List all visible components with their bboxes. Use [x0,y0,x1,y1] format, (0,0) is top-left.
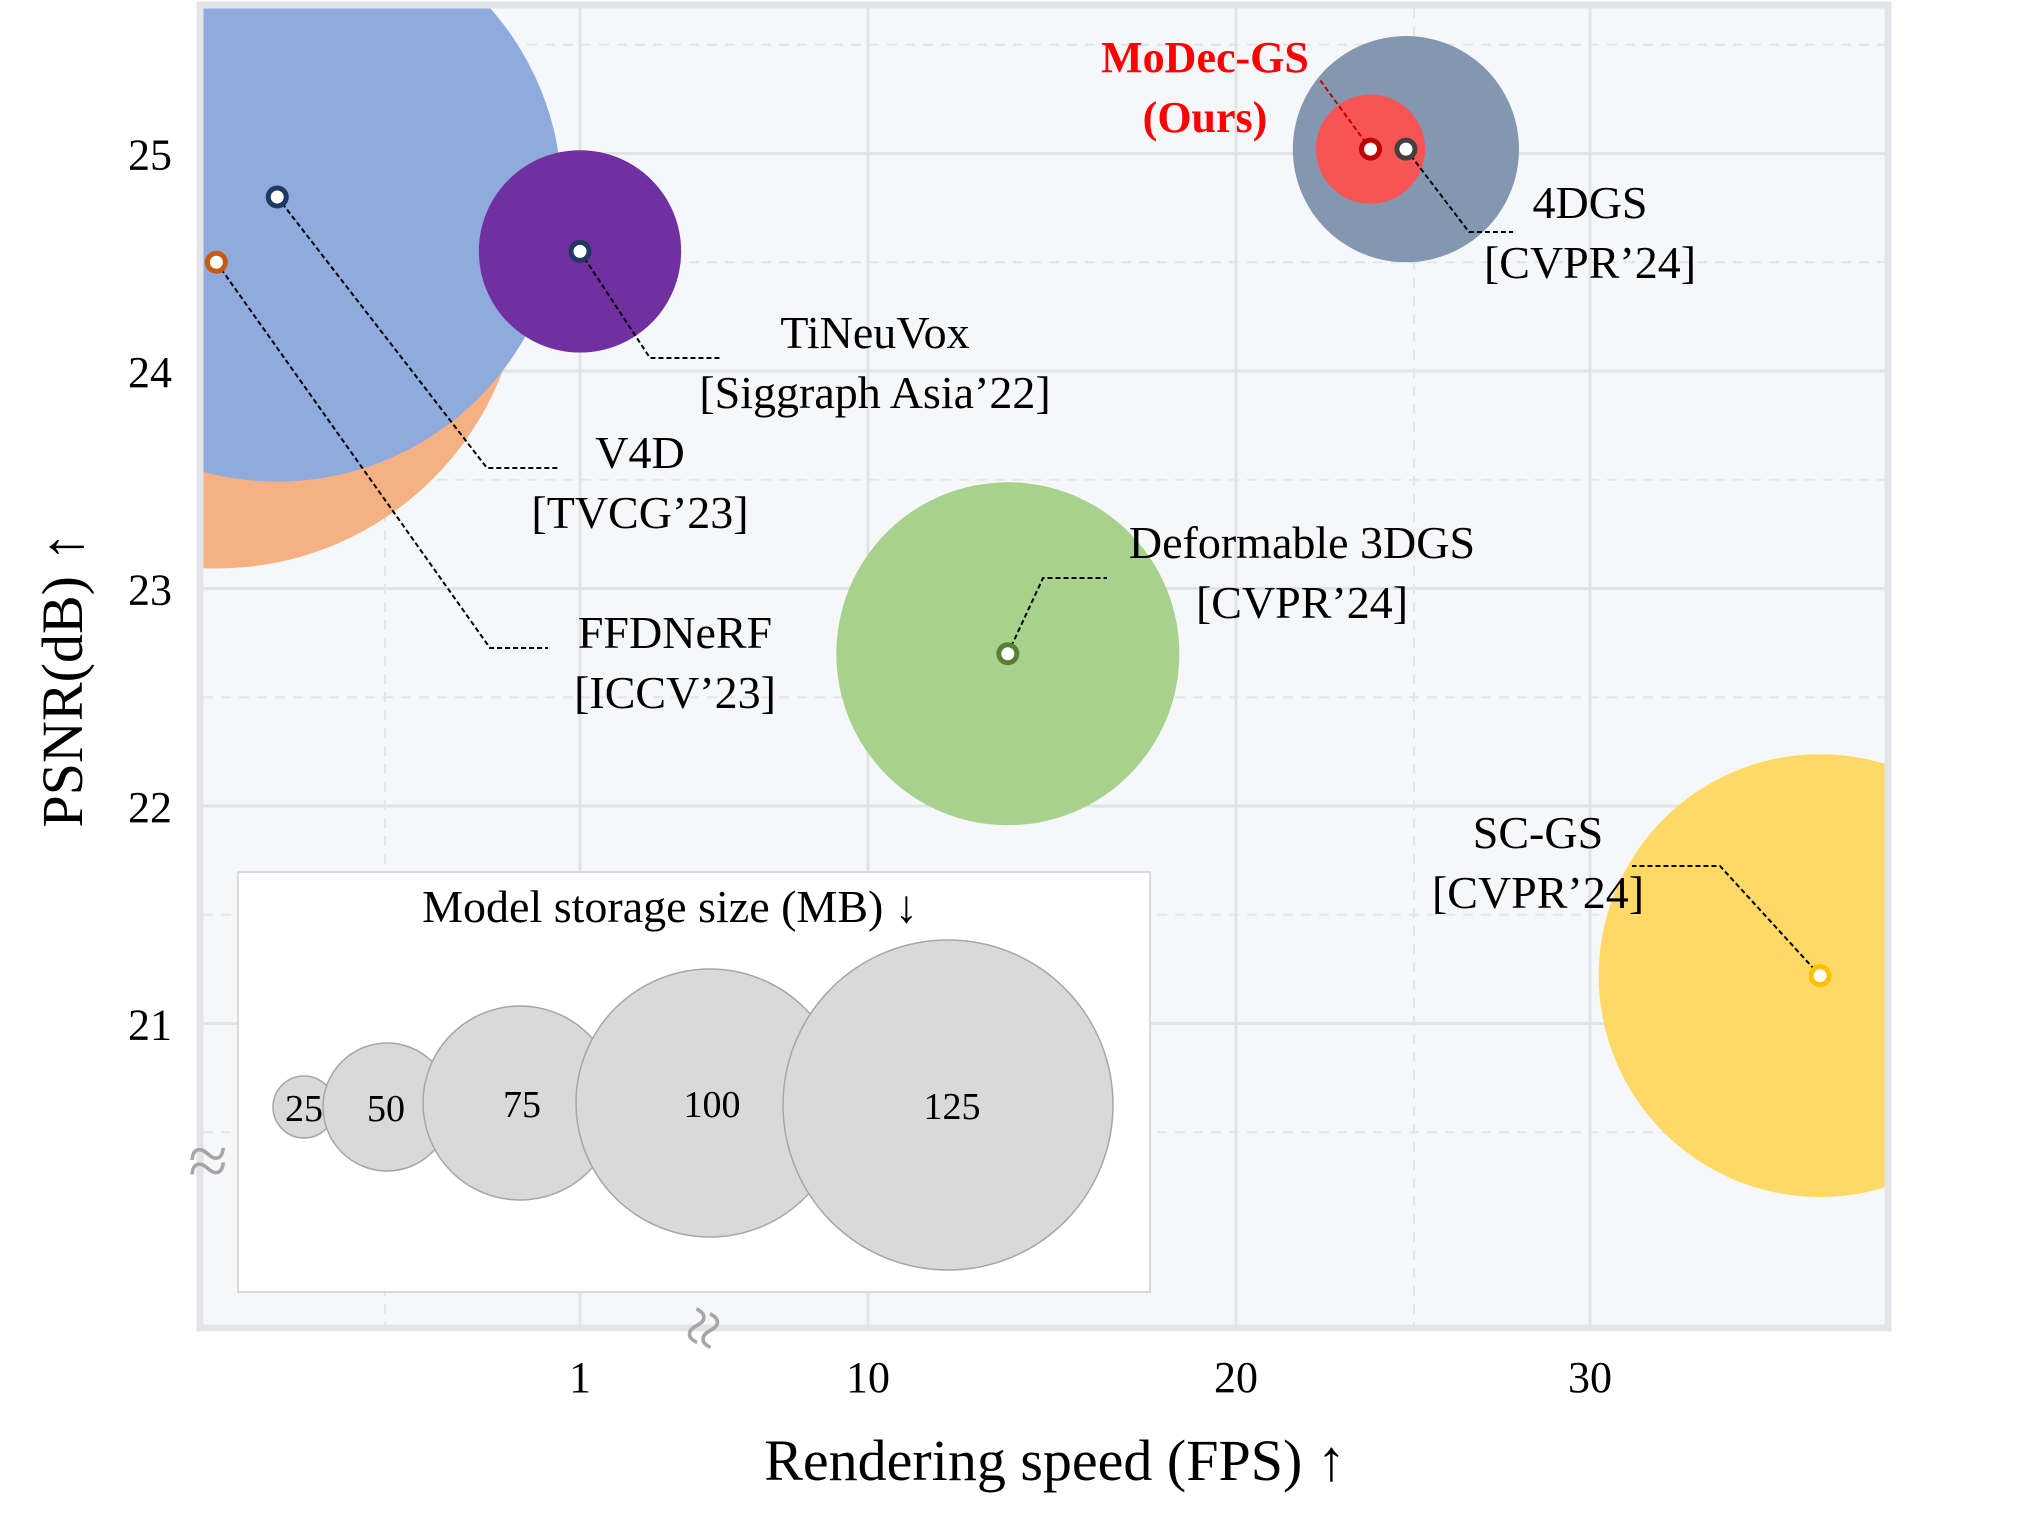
x-tick-label: 10 [846,1353,890,1402]
marker-4dgs [1394,137,1418,161]
leader-4dgs [1405,148,1513,233]
label-tineuvox-venue: [Siggraph Asia’22] [699,367,1050,418]
bubble-v4d [203,8,562,482]
marker-v4d [265,185,289,209]
marker-sc-gs [1808,964,1832,988]
leader-modec-gs [1319,79,1372,150]
leader-sc-gs [1632,865,1821,977]
leader-lines [215,79,1821,977]
y-tick-label: 24 [128,348,172,397]
label-v4d-name: V4D [595,427,684,478]
size-legend-label-100: 100 [684,1084,741,1126]
x-tick-label: 1 [569,1353,591,1402]
leader-v4d [276,196,560,469]
point-markers [204,137,1832,988]
marker-ffdnerf [204,250,228,274]
size-legend-circle-125 [782,939,1114,1271]
series-labels: FFDNeRF [ICCV’23] V4D [TVCG’23] TiNeuVox [Sig… [531,33,1696,918]
plot-frame [196,1,1892,1332]
label-ffdnerf-venue: [ICCV’23] [574,667,776,718]
size-legend-label-25: 25 [285,1088,323,1130]
leader-tineuvox [579,250,722,359]
y-tick-label: 23 [128,566,172,615]
label-ffdnerf-name: FFDNeRF [578,607,772,658]
x-tick-label: 20 [1214,1353,1258,1402]
size-legend-label-75: 75 [503,1084,541,1126]
label-v4d-venue: [TVCG’23] [531,487,748,538]
y-tick-label: 25 [128,131,172,180]
label-modec-gs-name: MoDec-GS [1101,33,1309,82]
marker-tineuvox [568,239,592,263]
label-deformable-3dgs-venue: [CVPR’24] [1196,577,1408,628]
y-axis-label: PSNR(dB) ↑ [30,533,95,828]
leader-ffdnerf [215,261,548,649]
label-4dgs-venue: [CVPR’24] [1484,237,1696,288]
y-tick-label: 22 [128,783,172,832]
x-axis-ticks: 1 10 20 30 [569,1353,1612,1402]
size-legend-circles: 25 50 75 100 125 [272,939,1114,1271]
label-deformable-3dgs-name: Deformable 3DGS [1129,517,1475,568]
y-axis-break-symbol: ≈ [188,1121,228,1201]
size-legend-title: Model storage size (MB) ↓ [422,881,918,932]
marker-deformable-3dgs [996,642,1020,666]
marker-modec-gs [1359,137,1383,161]
label-modec-gs-venue: (Ours) [1143,93,1268,142]
size-legend: Model storage size (MB) ↓ 25 50 75 100 125 [237,871,1151,1293]
x-axis-label: Rendering speed (FPS) ↑ [764,1428,1346,1493]
x-tick-label: 30 [1568,1353,1612,1402]
label-sc-gs-name: SC-GS [1473,807,1603,858]
leader-deformable-3dgs [1006,577,1107,655]
label-tineuvox-name: TiNeuVox [780,307,969,358]
y-axis-ticks: 21 22 23 24 25 [128,131,172,1050]
label-4dgs-name: 4DGS [1532,177,1647,228]
y-tick-label: 21 [128,1001,172,1050]
size-legend-label-50: 50 [367,1088,405,1130]
size-legend-label-125: 125 [924,1086,981,1128]
label-sc-gs-venue: [CVPR’24] [1432,867,1644,918]
bubble-sc-gs [1598,754,1885,1198]
